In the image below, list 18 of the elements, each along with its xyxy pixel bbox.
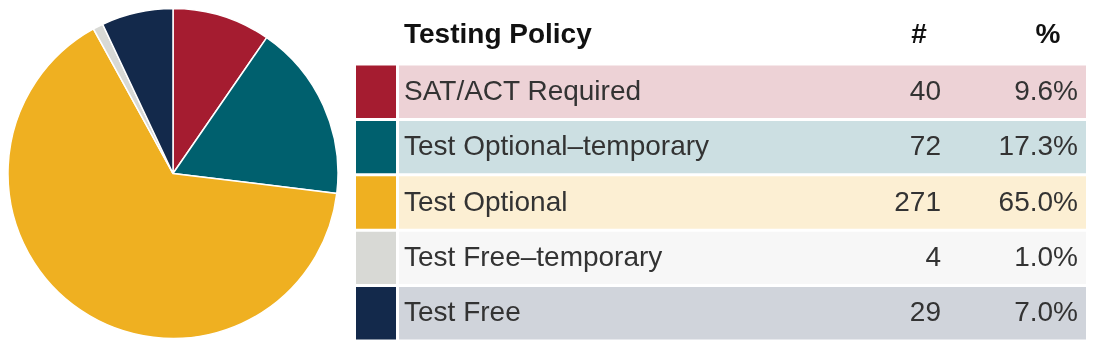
legend-title: Testing Policy <box>404 18 593 49</box>
text: 4 <box>925 240 941 272</box>
text: 29 <box>909 296 941 328</box>
legend-label: Test Free <box>404 296 521 328</box>
data-label: 17.3% <box>998 130 1078 162</box>
data-label: 1.0% <box>1014 240 1078 272</box>
data-label: 9.6% <box>1014 74 1078 106</box>
legend-label: SAT/ACT Required <box>404 74 642 106</box>
text: 72 <box>909 130 941 162</box>
legend-label: Test Optional <box>404 185 568 217</box>
text: 271 <box>894 185 941 217</box>
text: # <box>911 18 928 49</box>
legend-label: Test Optional–temporary <box>404 130 710 162</box>
data-label: 7.0% <box>1014 296 1078 328</box>
data-label: 65.0% <box>998 185 1078 217</box>
text: 40 <box>909 74 941 106</box>
legend-label: Test Free–temporary <box>404 240 663 272</box>
text: % <box>1035 18 1061 49</box>
